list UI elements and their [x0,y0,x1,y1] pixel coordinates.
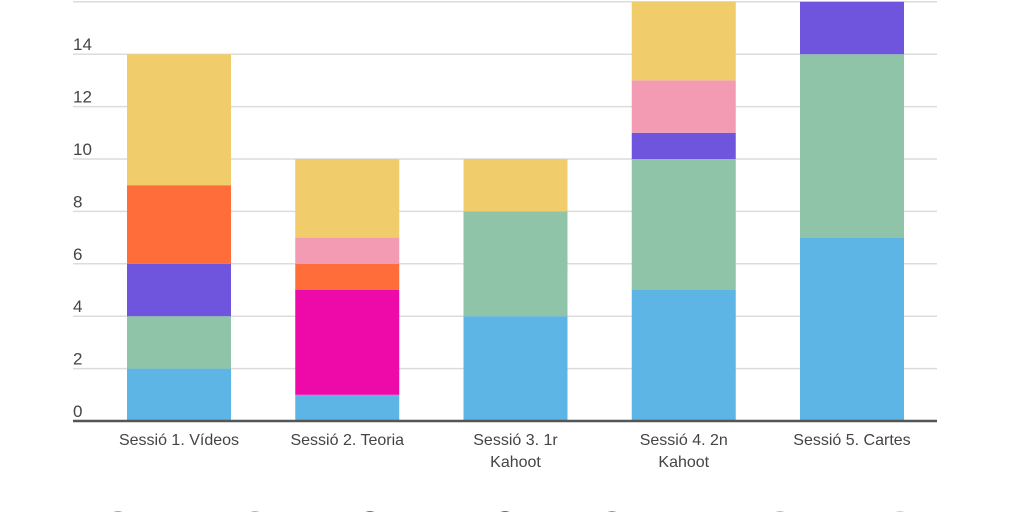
bar-segment [800,1,904,55]
x-tick-label: Sessió 5. Cartes [793,432,910,449]
bar-segment [631,159,736,290]
bar-segment [295,290,400,395]
bar-segment [127,54,231,186]
bar-segment [127,185,231,264]
y-tick-label: 6 [73,245,82,264]
bar-segment [631,1,736,81]
y-tick-label: 14 [73,35,92,54]
x-tick-label: Sessió 2. Teoria [290,432,404,449]
bar-segment [463,211,568,317]
bar-segment [295,263,400,290]
y-tick-label: 0 [73,402,82,421]
bar-segment [463,316,568,421]
y-tick-label: 2 [73,350,82,369]
bar-segment [631,80,736,133]
y-tick-label: 10 [73,140,92,159]
x-tick-label: Sessió 3. 1r Kahoot [473,432,558,471]
y-tick-label: 4 [73,297,82,316]
bar-segment [295,394,400,421]
bar-segment [127,316,231,369]
bar-segment [295,159,400,238]
y-tick-label: 8 [73,192,82,211]
bar-segment [463,159,568,212]
bar-segment [631,132,736,159]
bar-segment [127,368,231,421]
x-tick-label: Sessió 1. Vídeos [119,432,239,449]
bar-segment [631,290,736,421]
bar-segment [127,263,231,317]
y-tick-label: 12 [73,88,92,107]
x-tick-label: Sessió 4. 2n Kahoot [640,432,728,471]
bar-segment [295,237,400,264]
bar-segment [800,237,904,421]
bar-segment [800,54,904,238]
